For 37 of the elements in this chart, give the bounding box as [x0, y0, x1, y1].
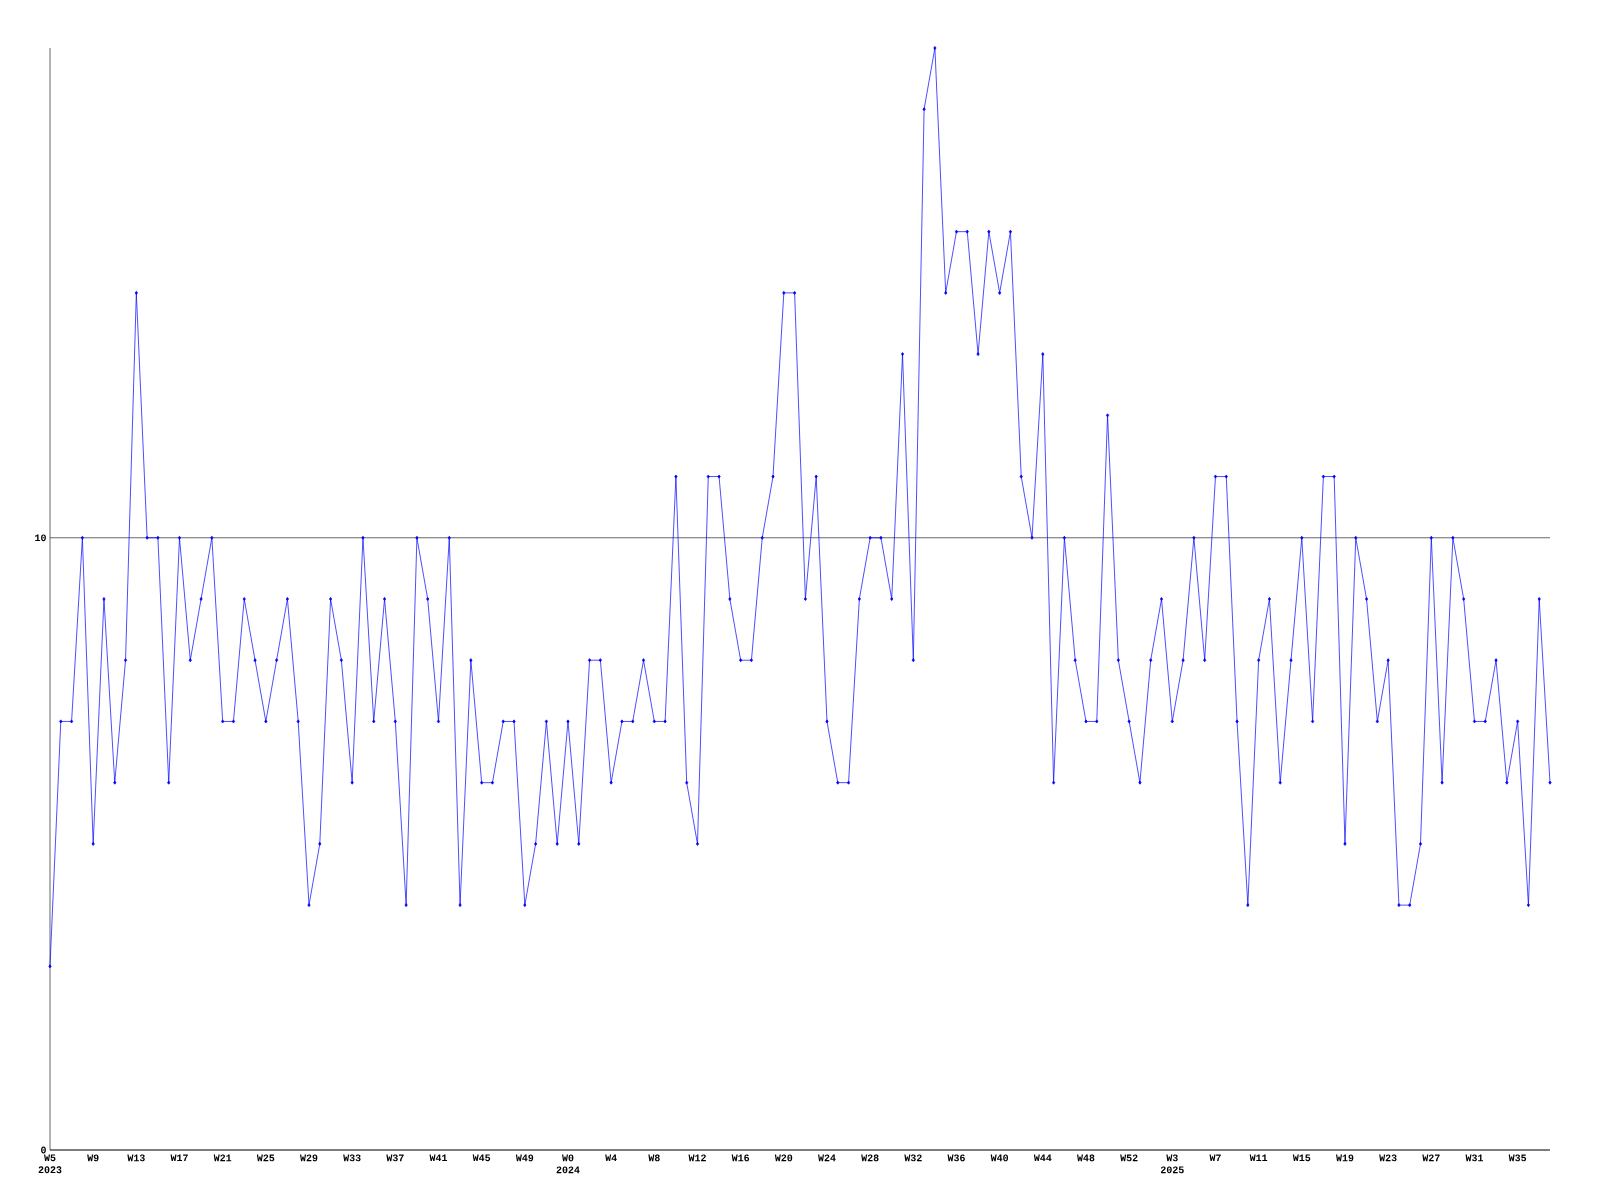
x-tick-label: W8: [648, 1154, 660, 1162]
x-tick-label: W41: [429, 1154, 448, 1162]
x-tick-label: W7: [1209, 1154, 1221, 1162]
x-tick-label: W17: [170, 1154, 188, 1162]
x-tick-label: W3 2025: [1160, 1154, 1184, 1174]
x-tick-label: W27: [1422, 1154, 1440, 1162]
x-tick-label: W12: [688, 1154, 706, 1162]
x-tick-label: W20: [774, 1154, 793, 1162]
x-tick-label: W33: [343, 1154, 361, 1162]
x-tick-label: W23: [1379, 1154, 1397, 1162]
x-tick-label: W9: [87, 1154, 99, 1162]
x-tick-label: W21: [213, 1154, 232, 1162]
x-tick-label: W29: [300, 1154, 318, 1162]
x-tick-label: W48: [1077, 1154, 1095, 1162]
x-tick-label: W40: [990, 1154, 1009, 1162]
x-tick-label: W45: [472, 1154, 491, 1162]
x-tick-label: W4: [605, 1154, 617, 1162]
y-tick-label: 10: [35, 534, 46, 542]
x-tick-label: W11: [1249, 1154, 1268, 1162]
x-tick-label: W44: [1033, 1154, 1052, 1162]
x-tick-label: W31: [1465, 1154, 1484, 1162]
x-tick-label: W32: [904, 1154, 922, 1162]
x-tick-label: W37: [386, 1154, 404, 1162]
x-tick-label: W52: [1120, 1154, 1138, 1162]
x-tick-label: W13: [127, 1154, 145, 1162]
x-tick-label: W24: [818, 1154, 836, 1162]
y-tick-label: 0: [41, 1146, 46, 1154]
x-tick-label: W0 2024: [556, 1154, 580, 1174]
x-tick-label: W28: [861, 1154, 879, 1162]
x-tick-label: W5 2023: [38, 1154, 62, 1174]
x-tick-label: W35: [1508, 1154, 1527, 1162]
x-tick-label: W16: [731, 1154, 750, 1162]
x-tick-label: W36: [947, 1154, 965, 1162]
x-tick-label: W25: [256, 1154, 275, 1162]
x-tick-label: W49: [515, 1154, 534, 1162]
x-tick-label: W19: [1336, 1154, 1354, 1162]
x-tick-label: W15: [1292, 1154, 1311, 1162]
